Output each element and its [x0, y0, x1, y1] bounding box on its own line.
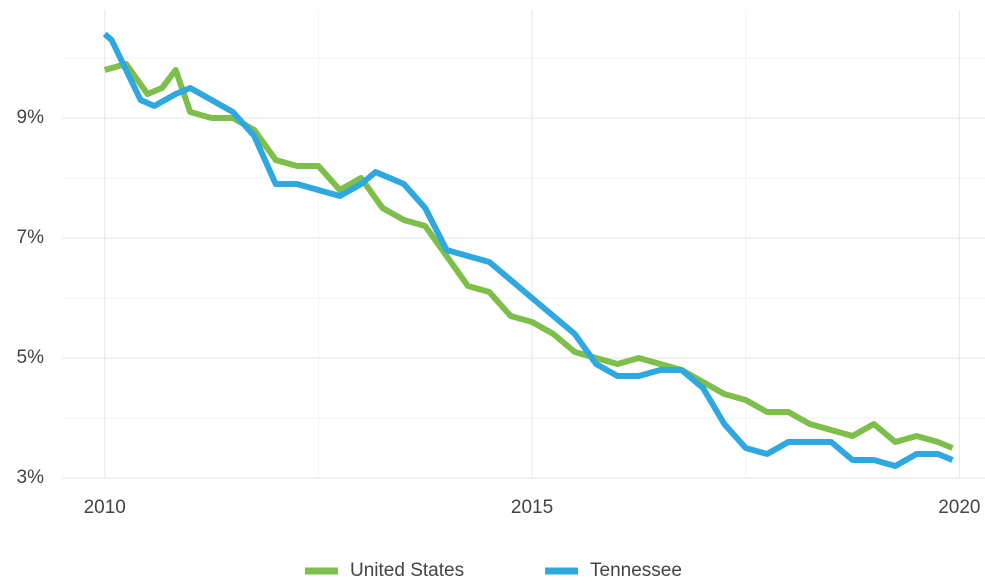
- x-tick-label: 2015: [511, 497, 553, 518]
- y-tick-label: 7%: [17, 227, 45, 248]
- series-line: [103, 61, 954, 451]
- legend-label: Tennessee: [590, 560, 682, 580]
- y-tick-label: 5%: [17, 347, 45, 368]
- x-tick-label: 2010: [84, 497, 126, 518]
- x-tick-label: 2020: [938, 497, 980, 518]
- y-tick-label: 9%: [17, 107, 45, 128]
- y-tick-label: 3%: [17, 467, 45, 488]
- series-line: [102, 31, 954, 469]
- legend-label: United States: [350, 560, 464, 580]
